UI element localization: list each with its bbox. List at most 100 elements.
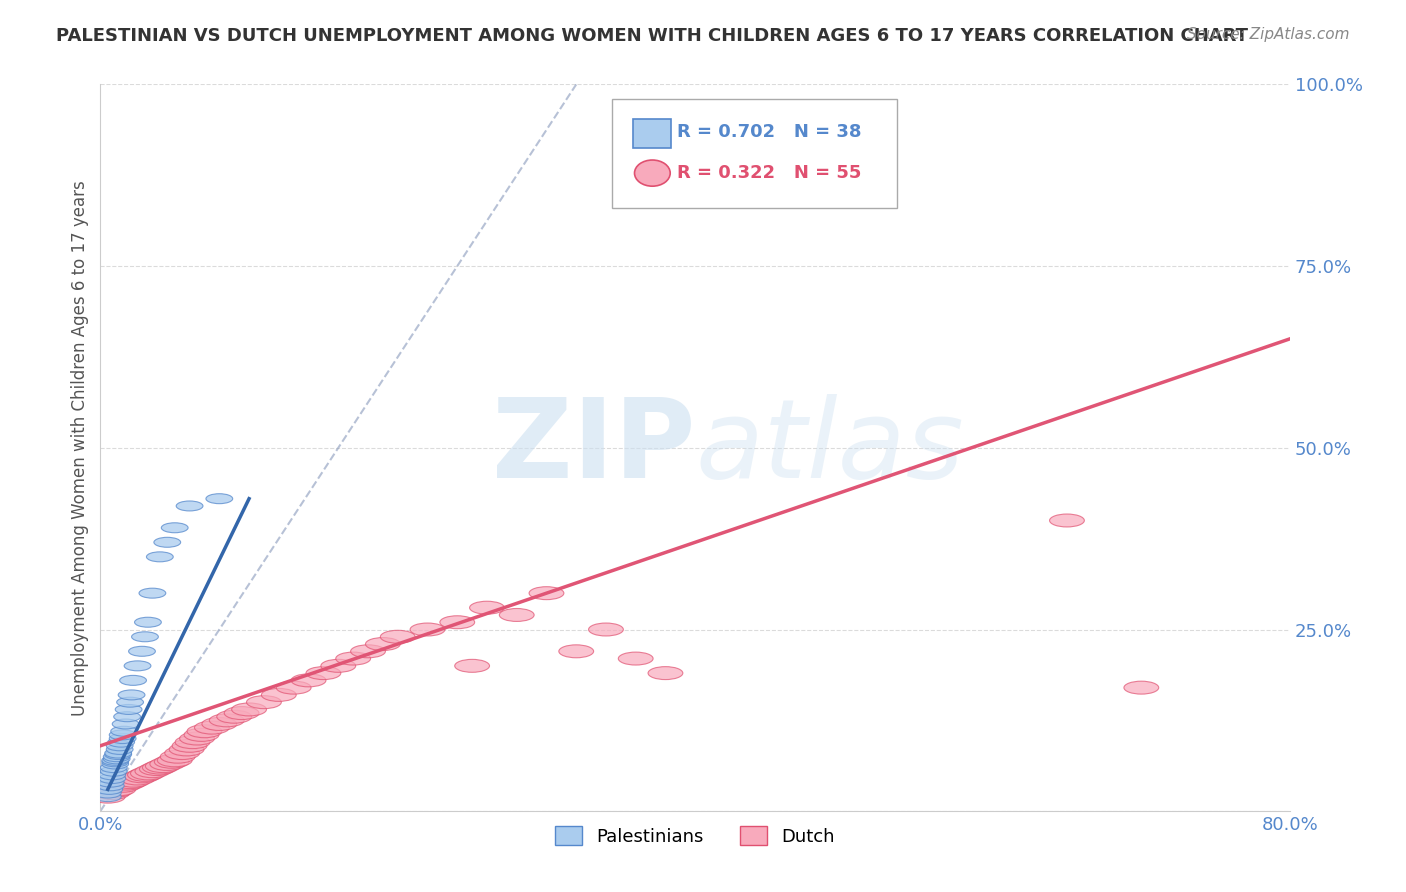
Ellipse shape bbox=[108, 737, 135, 747]
Ellipse shape bbox=[276, 681, 311, 694]
Ellipse shape bbox=[262, 689, 297, 701]
Ellipse shape bbox=[112, 776, 148, 789]
FancyBboxPatch shape bbox=[633, 119, 672, 148]
Ellipse shape bbox=[232, 703, 267, 716]
Ellipse shape bbox=[98, 784, 132, 797]
Ellipse shape bbox=[184, 729, 219, 741]
Ellipse shape bbox=[176, 501, 202, 511]
Ellipse shape bbox=[558, 645, 593, 657]
Ellipse shape bbox=[103, 754, 131, 764]
Ellipse shape bbox=[336, 652, 371, 665]
Ellipse shape bbox=[124, 661, 150, 671]
Ellipse shape bbox=[90, 790, 125, 803]
Ellipse shape bbox=[440, 615, 475, 629]
Ellipse shape bbox=[98, 770, 125, 780]
Ellipse shape bbox=[246, 696, 281, 708]
Ellipse shape bbox=[169, 743, 204, 756]
Ellipse shape bbox=[150, 757, 184, 771]
Ellipse shape bbox=[162, 523, 188, 533]
Ellipse shape bbox=[120, 675, 146, 685]
Ellipse shape bbox=[94, 788, 121, 798]
Text: PALESTINIAN VS DUTCH UNEMPLOYMENT AMONG WOMEN WITH CHILDREN AGES 6 TO 17 YEARS C: PALESTINIAN VS DUTCH UNEMPLOYMENT AMONG … bbox=[56, 27, 1249, 45]
Ellipse shape bbox=[350, 645, 385, 657]
Ellipse shape bbox=[470, 601, 505, 615]
Ellipse shape bbox=[139, 763, 174, 775]
Ellipse shape bbox=[205, 493, 233, 504]
Ellipse shape bbox=[321, 659, 356, 673]
Ellipse shape bbox=[165, 747, 200, 759]
Ellipse shape bbox=[128, 647, 156, 657]
Ellipse shape bbox=[117, 698, 143, 707]
Ellipse shape bbox=[194, 721, 229, 734]
Ellipse shape bbox=[94, 787, 129, 799]
Ellipse shape bbox=[217, 710, 252, 723]
Ellipse shape bbox=[114, 712, 141, 722]
Ellipse shape bbox=[634, 160, 671, 186]
Ellipse shape bbox=[153, 537, 180, 548]
Ellipse shape bbox=[105, 780, 141, 792]
Ellipse shape bbox=[100, 763, 127, 772]
Ellipse shape bbox=[131, 767, 166, 780]
Ellipse shape bbox=[110, 733, 136, 744]
Ellipse shape bbox=[97, 780, 124, 790]
Ellipse shape bbox=[101, 756, 128, 765]
Ellipse shape bbox=[94, 792, 121, 802]
Ellipse shape bbox=[128, 768, 162, 781]
Ellipse shape bbox=[103, 752, 131, 762]
FancyBboxPatch shape bbox=[612, 99, 897, 208]
Ellipse shape bbox=[101, 756, 128, 767]
Ellipse shape bbox=[118, 690, 145, 700]
Ellipse shape bbox=[132, 632, 159, 641]
Ellipse shape bbox=[499, 608, 534, 622]
Ellipse shape bbox=[107, 745, 134, 755]
Ellipse shape bbox=[101, 783, 135, 796]
Ellipse shape bbox=[155, 756, 190, 768]
Ellipse shape bbox=[100, 766, 127, 776]
Ellipse shape bbox=[381, 631, 415, 643]
Ellipse shape bbox=[366, 638, 401, 650]
Ellipse shape bbox=[145, 760, 180, 772]
Ellipse shape bbox=[157, 754, 193, 767]
Ellipse shape bbox=[112, 719, 139, 729]
Ellipse shape bbox=[111, 726, 138, 736]
Ellipse shape bbox=[146, 552, 173, 562]
Text: ZIP: ZIP bbox=[492, 394, 695, 501]
Ellipse shape bbox=[209, 714, 245, 727]
Text: Source: ZipAtlas.com: Source: ZipAtlas.com bbox=[1187, 27, 1350, 42]
Ellipse shape bbox=[224, 706, 259, 720]
Ellipse shape bbox=[1049, 514, 1084, 527]
Text: R = 0.322   N = 55: R = 0.322 N = 55 bbox=[678, 164, 862, 182]
Ellipse shape bbox=[187, 725, 222, 738]
Ellipse shape bbox=[105, 748, 132, 758]
Ellipse shape bbox=[589, 623, 623, 636]
Ellipse shape bbox=[110, 777, 145, 790]
Y-axis label: Unemployment Among Women with Children Ages 6 to 17 years: Unemployment Among Women with Children A… bbox=[72, 180, 89, 715]
Ellipse shape bbox=[97, 777, 124, 787]
Ellipse shape bbox=[120, 772, 155, 785]
Legend: Palestinians, Dutch: Palestinians, Dutch bbox=[548, 819, 842, 853]
Ellipse shape bbox=[101, 759, 128, 769]
Ellipse shape bbox=[529, 587, 564, 599]
Ellipse shape bbox=[648, 666, 683, 680]
Ellipse shape bbox=[105, 749, 132, 759]
Ellipse shape bbox=[176, 736, 209, 748]
Ellipse shape bbox=[115, 774, 150, 787]
Ellipse shape bbox=[619, 652, 654, 665]
Ellipse shape bbox=[135, 617, 162, 627]
Ellipse shape bbox=[115, 705, 142, 714]
Ellipse shape bbox=[307, 666, 340, 680]
Ellipse shape bbox=[96, 784, 122, 795]
Ellipse shape bbox=[139, 588, 166, 599]
Ellipse shape bbox=[291, 673, 326, 687]
Ellipse shape bbox=[172, 739, 207, 752]
Ellipse shape bbox=[180, 732, 214, 745]
Ellipse shape bbox=[1123, 681, 1159, 694]
Text: R = 0.702   N = 38: R = 0.702 N = 38 bbox=[678, 123, 862, 142]
Ellipse shape bbox=[202, 717, 236, 731]
Ellipse shape bbox=[125, 770, 159, 783]
Ellipse shape bbox=[142, 761, 177, 774]
Ellipse shape bbox=[411, 623, 444, 636]
Ellipse shape bbox=[160, 750, 195, 764]
Ellipse shape bbox=[454, 659, 489, 673]
Ellipse shape bbox=[107, 740, 134, 751]
